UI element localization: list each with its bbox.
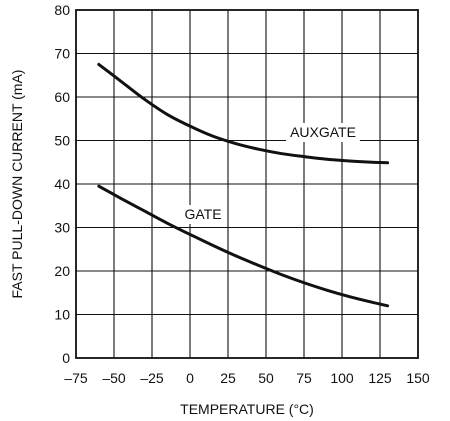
x-tick-label: –75 (64, 370, 88, 386)
y-tick-label: 70 (54, 46, 70, 62)
series-label-background (286, 123, 360, 142)
x-tick-label: –50 (102, 370, 126, 386)
grid-layer (76, 10, 418, 358)
x-tick-label: 0 (186, 370, 194, 386)
series-line-gate (97, 184, 390, 308)
y-tick-label: 20 (54, 263, 70, 279)
x-axis-label: TEMPERATURE (°C) (180, 401, 314, 417)
series-label-gate: GATE (184, 206, 221, 222)
y-tick-label: 30 (54, 220, 70, 236)
x-tick-label: 50 (258, 370, 274, 386)
x-tick-label: 100 (330, 370, 354, 386)
plot-frame (75, 9, 419, 359)
y-tick-label: 60 (54, 89, 70, 105)
y-tick-label: 40 (54, 176, 70, 192)
series-label-layer: AUXGATE GATE (180, 123, 360, 224)
series-layer (97, 62, 390, 308)
y-tick-label: 80 (54, 2, 70, 18)
y-tick-label: 10 (54, 307, 70, 323)
x-tick-label: –25 (140, 370, 164, 386)
tick-layer: –75 –50 –25 0 25 50 75 100 125 150 0 10 20 30 40 50 60 70… (54, 2, 429, 386)
series-line-auxgate (97, 62, 390, 165)
y-tick-label: 50 (54, 133, 70, 149)
x-tick-label: 25 (220, 370, 236, 386)
x-tick-label: 75 (296, 370, 312, 386)
x-tick-label: 150 (406, 370, 430, 386)
series-label-auxgate: AUXGATE (290, 124, 356, 140)
y-tick-label: 0 (62, 350, 70, 366)
series-label-background (180, 205, 226, 224)
x-tick-label: 125 (368, 370, 392, 386)
y-axis-label: FAST PULL-DOWN CURRENT (mA) (9, 70, 25, 299)
